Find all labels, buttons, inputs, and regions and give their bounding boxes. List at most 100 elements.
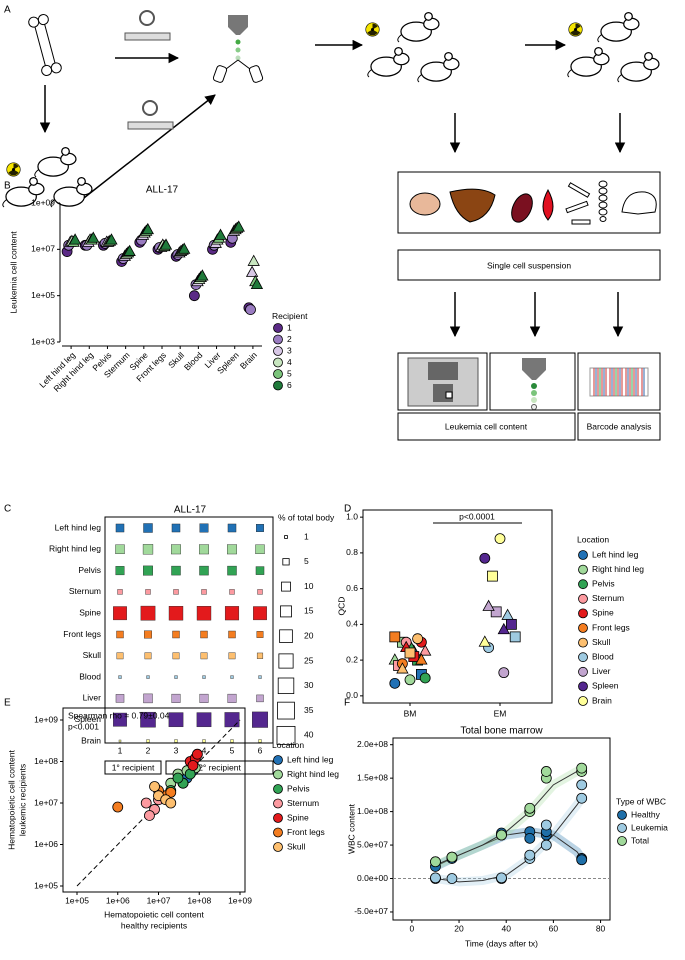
size-square xyxy=(199,523,209,533)
x-axis-label: Hematopoietic cell content xyxy=(104,909,204,919)
size-square xyxy=(196,606,212,621)
legend-swatch xyxy=(273,357,283,368)
data-point xyxy=(497,622,510,635)
size-square xyxy=(113,712,127,727)
legend-label: Leukemia xyxy=(631,822,668,832)
size-square xyxy=(115,694,125,703)
legend-swatch xyxy=(617,810,627,820)
legend-swatch xyxy=(578,550,588,560)
data-point xyxy=(159,238,173,250)
size-square xyxy=(202,675,206,679)
legend-swatch xyxy=(578,652,588,663)
y-tick-label: 1e+05 xyxy=(34,880,58,890)
data-point xyxy=(149,781,160,792)
bone xyxy=(28,14,62,76)
size-square xyxy=(142,544,154,555)
data-point xyxy=(232,220,245,232)
data-point xyxy=(479,552,491,564)
size-square xyxy=(200,652,208,660)
vertebra xyxy=(598,208,608,216)
size-square xyxy=(230,739,234,743)
size-legend-label: 5 xyxy=(304,556,309,566)
legend-swatch xyxy=(273,369,283,379)
droplet xyxy=(531,397,537,403)
x-tick-label: 1e+08 xyxy=(187,895,211,905)
data-point xyxy=(498,667,510,679)
size-square xyxy=(168,606,184,621)
data-point xyxy=(247,254,260,266)
legend-swatch xyxy=(578,637,588,648)
plot-frame xyxy=(104,516,274,744)
legend-label: Pelvis xyxy=(287,783,310,793)
x-tick-label: 1 xyxy=(118,745,123,755)
y-tick-label: 2.0e+08 xyxy=(357,739,388,749)
panel-label: D xyxy=(344,504,351,515)
y-tick-label: 1.0e+08 xyxy=(357,806,388,816)
data-point xyxy=(540,819,552,831)
chart-title: ALL-17 xyxy=(146,185,179,196)
diagram-label: Single cell suspension xyxy=(487,260,571,270)
y-tick-label: 0.2 xyxy=(346,654,358,664)
mouse xyxy=(617,51,660,83)
legend-swatch xyxy=(273,827,283,838)
y-tick-label: 1e+09 xyxy=(34,714,58,724)
y-tick-label: 0.4 xyxy=(346,619,358,629)
size-square xyxy=(115,523,125,533)
legend-title: Type of WBC xyxy=(616,796,666,806)
legend-label: Front legs xyxy=(592,622,630,632)
row-label: Front legs xyxy=(63,629,101,639)
data-point xyxy=(123,244,136,256)
legend-label: Pelvis xyxy=(592,578,615,588)
legend-label: Skull xyxy=(287,841,306,851)
x-tick-label: 0 xyxy=(410,923,415,933)
data-point xyxy=(482,599,495,611)
plot-frame xyxy=(362,509,553,704)
sorter xyxy=(212,15,264,83)
size-square xyxy=(230,675,234,679)
data-point xyxy=(478,635,491,647)
y-tick-label: 0.0e+00 xyxy=(357,873,388,883)
diagram-label: Leukemia cell content xyxy=(445,421,528,431)
label-box xyxy=(397,412,576,441)
size-square xyxy=(201,589,207,595)
legend-label: Spine xyxy=(592,608,614,618)
size-square xyxy=(115,566,125,576)
legend-swatch xyxy=(273,323,283,333)
size-square xyxy=(116,652,124,660)
x-tick-label: 80 xyxy=(596,923,606,933)
legend-title: Location xyxy=(272,740,304,750)
legend-label: Skull xyxy=(592,637,611,647)
size-square xyxy=(173,589,179,595)
y-axis-label: QCD xyxy=(336,597,346,616)
vertebra xyxy=(598,194,608,202)
radiation-icon xyxy=(365,22,380,37)
x-tick-label: 1e+09 xyxy=(228,895,252,905)
size-square xyxy=(227,693,237,703)
data-point xyxy=(486,570,498,582)
band-line xyxy=(433,827,586,871)
x-tick-label: 20 xyxy=(454,923,464,933)
data-point xyxy=(430,856,441,868)
x-tick-label: EM xyxy=(494,708,507,718)
size-square xyxy=(224,606,240,621)
x-tick-label: Brain xyxy=(238,350,259,371)
size-square xyxy=(258,739,262,743)
y-axis-label: leukemic recipients xyxy=(17,764,27,836)
x-axis-label: healthy recipients xyxy=(121,920,187,930)
legend-label: Right hind leg xyxy=(287,769,339,779)
gate-marker xyxy=(445,391,453,399)
group-box xyxy=(165,760,274,775)
size-square xyxy=(228,652,236,660)
size-legend-label: 35 xyxy=(304,705,314,715)
sorter-nozzle xyxy=(522,358,546,380)
size-legend-square xyxy=(278,653,294,669)
x-tick-label: 3 xyxy=(174,745,179,755)
legend-swatch xyxy=(273,769,283,780)
label-box xyxy=(577,412,661,441)
size-legend-label: 25 xyxy=(304,655,314,665)
y-tick-label: 1e+07 xyxy=(34,797,58,807)
size-square xyxy=(256,694,264,703)
size-square xyxy=(144,630,152,639)
bone-icon xyxy=(567,182,591,198)
annotation: p<0.001 xyxy=(68,721,99,731)
